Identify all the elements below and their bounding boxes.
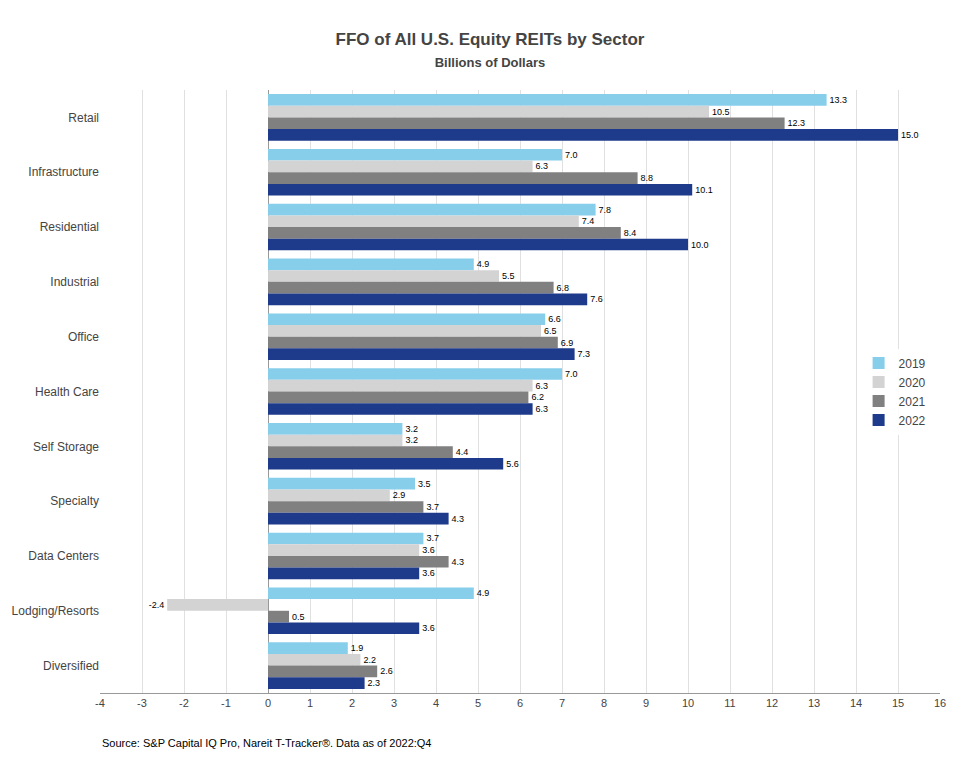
svg-text:Health Care: Health Care — [35, 385, 99, 399]
svg-text:7.0: 7.0 — [565, 369, 578, 379]
svg-text:3.2: 3.2 — [405, 424, 418, 434]
svg-text:Source: S&P Capital IQ Pro, Na: Source: S&P Capital IQ Pro, Nareit T-Tra… — [102, 737, 432, 749]
svg-text:Specialty: Specialty — [50, 494, 99, 508]
svg-text:Industrial: Industrial — [50, 275, 99, 289]
svg-text:6.3: 6.3 — [536, 381, 549, 391]
svg-text:15.0: 15.0 — [901, 130, 919, 140]
svg-text:4.9: 4.9 — [477, 259, 490, 269]
svg-text:2.2: 2.2 — [363, 655, 376, 665]
svg-text:13.3: 13.3 — [830, 95, 848, 105]
svg-text:2021: 2021 — [899, 395, 926, 409]
svg-text:-2.4: -2.4 — [149, 600, 165, 610]
svg-text:2.6: 2.6 — [380, 666, 393, 676]
svg-text:12.3: 12.3 — [788, 118, 806, 128]
svg-text:3: 3 — [391, 697, 397, 709]
svg-text:-2: -2 — [179, 697, 189, 709]
svg-text:4.9: 4.9 — [477, 588, 490, 598]
svg-text:16: 16 — [934, 697, 946, 709]
svg-text:3.6: 3.6 — [422, 623, 435, 633]
svg-text:3.2: 3.2 — [405, 435, 418, 445]
svg-text:6.9: 6.9 — [561, 338, 574, 348]
svg-text:6: 6 — [517, 697, 523, 709]
svg-text:2020: 2020 — [899, 376, 926, 390]
svg-text:6.8: 6.8 — [557, 283, 570, 293]
svg-text:13: 13 — [808, 697, 820, 709]
svg-text:5.6: 5.6 — [506, 459, 519, 469]
svg-text:3.6: 3.6 — [422, 568, 435, 578]
svg-text:7.6: 7.6 — [590, 294, 603, 304]
svg-text:Retail: Retail — [68, 111, 99, 125]
svg-text:Office: Office — [68, 330, 99, 344]
svg-text:3.7: 3.7 — [426, 533, 439, 543]
svg-text:6.5: 6.5 — [544, 326, 557, 336]
svg-text:6.6: 6.6 — [548, 314, 561, 324]
svg-text:2.9: 2.9 — [393, 490, 406, 500]
svg-text:0: 0 — [265, 697, 271, 709]
svg-text:Diversified: Diversified — [43, 659, 99, 673]
svg-text:6.3: 6.3 — [536, 161, 549, 171]
svg-text:11: 11 — [724, 697, 735, 709]
svg-text:7.4: 7.4 — [582, 216, 595, 226]
svg-text:2022: 2022 — [899, 414, 926, 428]
svg-text:15: 15 — [892, 697, 904, 709]
svg-text:2.3: 2.3 — [368, 678, 381, 688]
svg-text:2: 2 — [349, 697, 355, 709]
svg-text:4.3: 4.3 — [452, 514, 465, 524]
svg-text:10.1: 10.1 — [695, 185, 713, 195]
svg-text:4: 4 — [433, 697, 439, 709]
svg-text:Data Centers: Data Centers — [28, 549, 99, 563]
svg-text:10: 10 — [682, 697, 694, 709]
svg-text:-4: -4 — [95, 697, 105, 709]
svg-text:3.5: 3.5 — [418, 479, 431, 489]
svg-text:1: 1 — [307, 697, 313, 709]
svg-text:10.5: 10.5 — [712, 107, 730, 117]
svg-text:-3: -3 — [137, 697, 147, 709]
svg-text:6.3: 6.3 — [536, 404, 549, 414]
svg-text:2019: 2019 — [899, 357, 926, 371]
svg-text:4.3: 4.3 — [452, 557, 465, 567]
svg-text:8.8: 8.8 — [641, 173, 654, 183]
svg-text:5.5: 5.5 — [502, 271, 515, 281]
svg-text:12: 12 — [766, 697, 778, 709]
svg-text:9: 9 — [643, 697, 649, 709]
svg-text:6.2: 6.2 — [531, 392, 544, 402]
svg-text:0.5: 0.5 — [292, 612, 305, 622]
svg-text:FFO of All U.S. Equity REITs b: FFO of All U.S. Equity REITs by SectorBi… — [336, 30, 645, 70]
svg-text:1.9: 1.9 — [351, 643, 364, 653]
svg-text:3.7: 3.7 — [426, 502, 439, 512]
svg-text:7: 7 — [559, 697, 565, 709]
svg-text:14: 14 — [850, 697, 862, 709]
svg-text:8: 8 — [601, 697, 607, 709]
svg-text:10.0: 10.0 — [691, 240, 709, 250]
svg-text:Lodging/Resorts: Lodging/Resorts — [12, 604, 99, 618]
svg-text:7.0: 7.0 — [565, 150, 578, 160]
svg-text:7.3: 7.3 — [578, 349, 591, 359]
svg-text:8.4: 8.4 — [624, 228, 637, 238]
svg-text:Residential: Residential — [40, 220, 99, 234]
svg-text:5: 5 — [475, 697, 481, 709]
svg-text:-1: -1 — [221, 697, 231, 709]
svg-text:Self Storage: Self Storage — [33, 440, 99, 454]
svg-text:3.6: 3.6 — [422, 545, 435, 555]
svg-text:7.8: 7.8 — [599, 205, 612, 215]
svg-text:Infrastructure: Infrastructure — [28, 165, 99, 179]
svg-text:4.4: 4.4 — [456, 447, 469, 457]
